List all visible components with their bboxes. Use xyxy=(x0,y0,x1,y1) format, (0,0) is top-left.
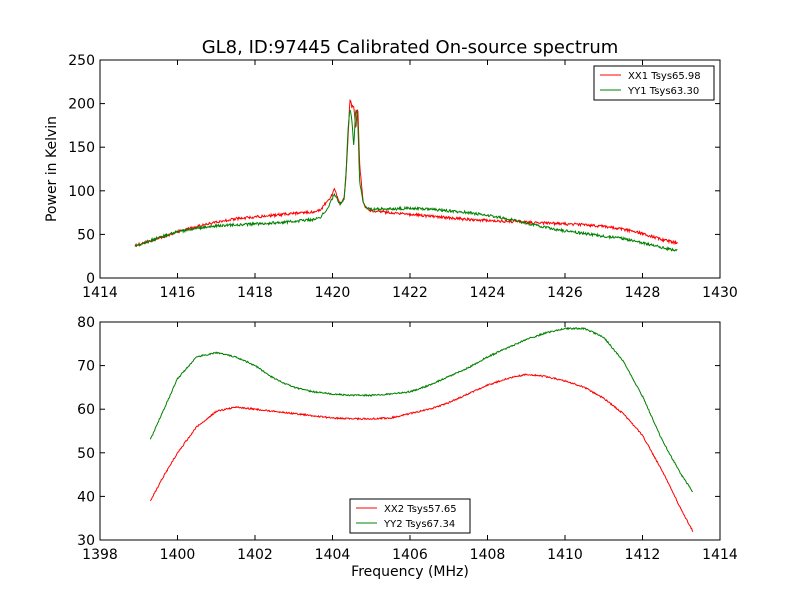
y-tick-label: 150 xyxy=(68,140,95,156)
y-tick-label: 0 xyxy=(86,271,95,287)
y-tick-label: 50 xyxy=(77,227,95,243)
y-tick-label: 60 xyxy=(77,402,95,418)
legend-entry: YY2 Tsys67.34 xyxy=(383,519,455,530)
figure-title: GL8, ID:97445 Calibrated On-source spect… xyxy=(202,37,619,58)
legend-entry: XX2 Tsys57.65 xyxy=(384,504,457,515)
x-tick-label: 1416 xyxy=(160,285,196,301)
x-tick-label: 1412 xyxy=(625,547,661,563)
y-axis-label: Power in Kelvin xyxy=(44,116,60,222)
x-tick-label: 1410 xyxy=(547,547,583,563)
y-tick-label: 40 xyxy=(77,489,95,505)
top-subplot: 1414 1416 1418 1420 1422 1424 1426 1428 1430 0 50 1… xyxy=(44,53,738,301)
x-tick-label: 1426 xyxy=(547,285,583,301)
legend-entry: YY1 Tsys63.30 xyxy=(627,86,699,97)
x-tick-label: 1402 xyxy=(237,547,273,563)
x-tick-label: 1424 xyxy=(470,285,506,301)
legend-box xyxy=(349,498,471,534)
legend-entry: XX1 Tsys65.98 xyxy=(628,71,701,82)
x-tick-label: 1428 xyxy=(625,285,661,301)
legend-box xyxy=(593,65,715,101)
y-tick-label: 100 xyxy=(68,184,95,200)
x-tick-label: 1398 xyxy=(82,547,118,563)
y-tick-label: 250 xyxy=(68,53,95,69)
legend: XX2 Tsys57.65 YY2 Tsys67.34 xyxy=(349,498,471,534)
y-tick-label: 200 xyxy=(68,97,95,113)
legend: XX1 Tsys65.98 YY1 Tsys63.30 xyxy=(593,65,715,101)
x-tick-label: 1408 xyxy=(470,547,506,563)
x-tick-label: 1418 xyxy=(237,285,273,301)
x-tick-label: 1420 xyxy=(315,285,351,301)
series-line-2-1 xyxy=(149,373,694,532)
x-tick-label: 1422 xyxy=(392,285,428,301)
series-line-1-2 xyxy=(134,109,678,252)
x-tick-label: 1406 xyxy=(392,547,428,563)
x-tick-label: 1414 xyxy=(702,547,738,563)
series-line-1-1 xyxy=(134,98,678,248)
y-tick-label: 30 xyxy=(77,533,95,549)
x-tick-label: 1430 xyxy=(702,285,738,301)
series-line-2-2 xyxy=(149,326,694,493)
x-tick-label: 1414 xyxy=(82,285,118,301)
x-tick-label: 1400 xyxy=(160,547,196,563)
x-tick-label: 1404 xyxy=(315,547,351,563)
y-tick-label: 80 xyxy=(77,315,95,331)
bottom-subplot: 1398 1400 1402 1404 1406 1408 1410 1412 1414 30 40… xyxy=(77,315,738,580)
y-tick-label: 70 xyxy=(77,359,95,375)
y-tick-label: 50 xyxy=(77,446,95,462)
x-axis-label: Frequency (MHz) xyxy=(351,564,469,580)
